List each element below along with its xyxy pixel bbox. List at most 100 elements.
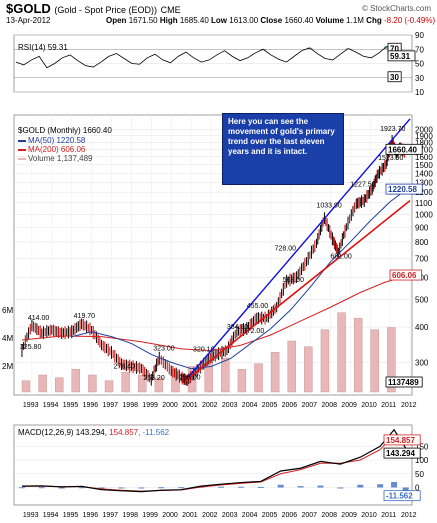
lower-trendline	[184, 200, 411, 382]
macd-year-label: 2010	[361, 512, 377, 519]
rsi-tick-label: 30	[415, 74, 424, 83]
open-label: Open	[106, 16, 127, 25]
macd-year-label: 2006	[282, 512, 298, 519]
low-value: 1613.00	[229, 16, 259, 25]
ma50-line	[71, 189, 406, 370]
volume-bar	[38, 374, 47, 393]
price-year-label: 2005	[262, 402, 278, 409]
price-tick-label: 1700	[415, 145, 433, 154]
chg-value: -8.20 (-0.49%)	[383, 16, 436, 25]
price-year-label: 1998	[122, 402, 138, 409]
ma50-value-tag-box	[385, 183, 423, 195]
rsi-overbought-fill	[383, 46, 390, 50]
low-label: Low	[211, 16, 228, 25]
rsi-overbought-fill	[306, 47, 313, 50]
price-year-label: 2011	[381, 402, 396, 409]
price-year-label: 2010	[361, 402, 377, 409]
price-year-label: 2001	[182, 402, 198, 409]
macd-histogram-bar	[58, 487, 65, 489]
macd-year-label: 1997	[103, 512, 119, 519]
macd-signal-tag-box	[383, 434, 421, 446]
ma200-legend-text: MA(200) 606.06	[28, 145, 86, 154]
macd-signal-tag: 154.857	[386, 436, 415, 445]
price-tick-label: 1200	[415, 188, 433, 197]
macd-year-label: 1999	[142, 512, 158, 519]
quote-date: 13-Apr-2012	[6, 16, 51, 25]
price-year-label: 1999	[142, 402, 158, 409]
price-year-label: 2006	[282, 402, 298, 409]
rsi-overbought-fill	[345, 48, 352, 50]
macd-histogram-bar	[297, 486, 304, 488]
price-tick-label: 500	[415, 296, 429, 305]
price-tick-label: 1400	[415, 169, 433, 178]
macd-histogram-bar	[178, 487, 185, 489]
volume-bar	[21, 380, 31, 393]
ma200-value-tag: 606.06	[392, 271, 417, 280]
price-tick-label: 2000	[415, 125, 433, 134]
volume-bar	[88, 374, 97, 393]
price-year-label: 1997	[103, 402, 119, 409]
macd-year-label: 1993	[23, 512, 39, 519]
macd-year-label: 2009	[341, 512, 357, 519]
volume-tick-label: 2M	[2, 362, 13, 371]
volume-tick-label: 6M	[2, 306, 13, 315]
volume-bar	[387, 327, 396, 393]
price-tick-label: 1300	[415, 178, 433, 187]
price-data-label: 1923.70	[380, 126, 405, 133]
macd-histogram-bar	[138, 487, 145, 489]
volume-value: 1.1M	[346, 16, 364, 25]
trend-callout: Here you can see the movement of gold's …	[222, 113, 344, 185]
rsi-tick-label: 50	[415, 60, 424, 69]
close-label: Close	[260, 16, 283, 25]
macd-histogram-bar	[317, 485, 324, 488]
volume-bar	[370, 329, 379, 393]
price-year-label: 2012	[401, 402, 417, 409]
price-year-label: 1993	[23, 402, 39, 409]
price-data-label: 1523.90	[378, 155, 403, 162]
price-year-label: 1995	[63, 402, 79, 409]
price-tick-label: 700	[415, 254, 429, 263]
symbol: $GOLD	[6, 1, 51, 16]
volume-bar	[237, 369, 247, 393]
rsi-tick-label: 70	[415, 45, 424, 54]
macd-line	[21, 428, 407, 493]
macd-year-label: 2002	[202, 512, 218, 519]
price-data-label: 681.00	[330, 254, 352, 261]
volume-bar	[154, 377, 164, 393]
macd-title: MACD(12,26,9) 143.294, 154.857, -11.562	[18, 428, 169, 437]
upper-trendline	[184, 118, 411, 382]
macd-histogram-bar	[38, 487, 45, 489]
chart-title: $GOLD (Gold - Spot Price (EOD)) CME	[6, 1, 181, 16]
macd-histogram-bar	[158, 487, 165, 489]
volume-bar	[104, 380, 114, 393]
volume-legend-text: Volume 1,137,489	[28, 154, 93, 163]
volume-bar	[320, 329, 330, 393]
macd-value-tag-box	[383, 447, 421, 459]
macd-histogram-bar	[277, 484, 284, 488]
price-data-label: 372.00	[243, 328, 265, 335]
macd-year-label: 2000	[162, 512, 178, 519]
price-tick-label: 1600	[415, 153, 433, 162]
rsi-tag-70: 70	[390, 44, 399, 53]
rsi-tick-label: 10	[415, 88, 424, 97]
price-year-label: 1994	[43, 402, 59, 409]
macd-histogram-bar	[237, 486, 244, 488]
close-value-tag: 1660.40	[388, 145, 417, 154]
price-data-label: 563.00	[283, 277, 305, 284]
volume-label: Volume	[315, 16, 344, 25]
volume-bar	[221, 357, 230, 393]
price-legend-title: $GOLD (Monthly) 1660.40	[18, 126, 112, 135]
price-tick-label: 1800	[415, 138, 433, 147]
price-tick-label: 900	[415, 223, 429, 232]
close-value: 1660.40	[284, 16, 314, 25]
macd-histogram-bar	[78, 487, 85, 489]
exchange: CME	[160, 5, 181, 15]
quote-line: Open 1671.50 High 1685.40 Low 1613.00 Cl…	[106, 16, 435, 25]
macd-year-label: 2012	[401, 512, 417, 519]
volume-bar	[55, 377, 64, 393]
macd-panel	[13, 424, 413, 506]
rsi-overbought-fill	[260, 49, 267, 51]
rsi-title: RSI(14) 59.31	[18, 43, 68, 52]
macd-year-label: 2003	[222, 512, 238, 519]
